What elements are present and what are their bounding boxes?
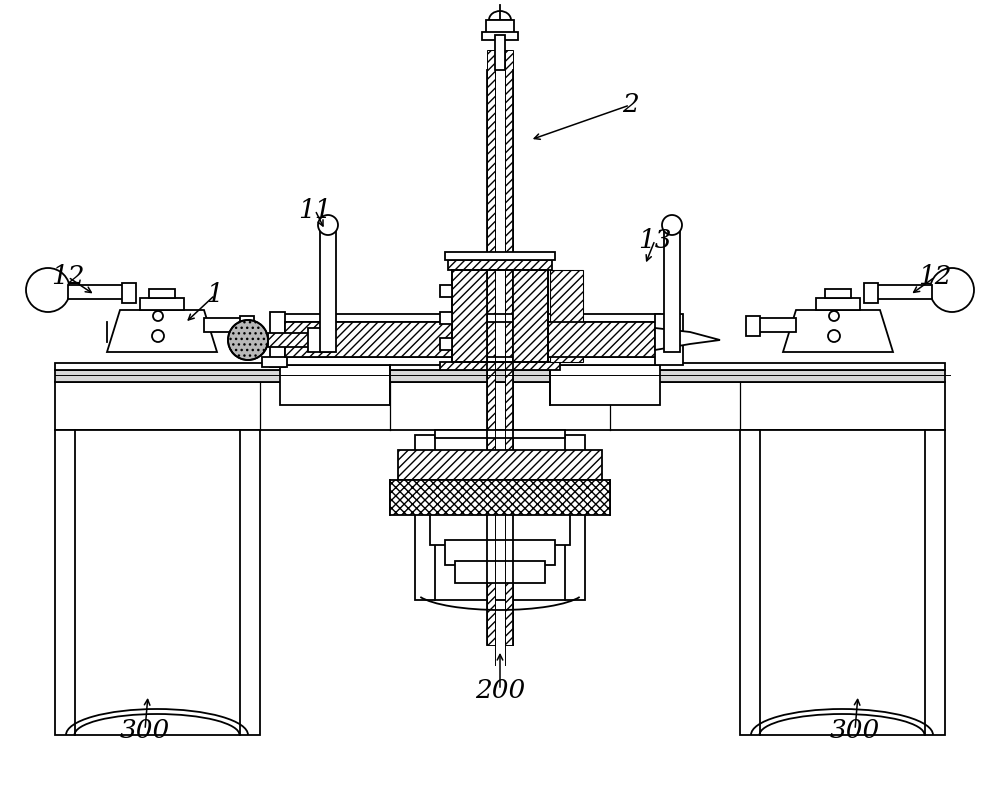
Bar [864, 283, 878, 303]
Bar [440, 362, 560, 370]
Bar [280, 314, 660, 322]
Bar [550, 365, 660, 405]
Text: 12: 12 [918, 265, 952, 290]
Circle shape [829, 311, 839, 321]
Polygon shape [783, 310, 893, 352]
Text: 2: 2 [622, 93, 638, 118]
Bar [280, 365, 390, 405]
Bar [440, 285, 452, 297]
Bar [495, 35, 505, 70]
Bar [505, 50, 513, 645]
Text: 200: 200 [475, 677, 525, 703]
Bar [740, 430, 945, 735]
Bar [285, 322, 452, 357]
Bar [816, 298, 860, 310]
Bar [550, 270, 583, 362]
Bar [455, 561, 545, 583]
Text: 300: 300 [120, 717, 170, 743]
Bar [435, 430, 565, 438]
Bar [756, 318, 796, 332]
Bar [452, 270, 548, 362]
Bar [268, 333, 310, 347]
Bar [280, 357, 660, 365]
Bar [746, 316, 760, 336]
Circle shape [930, 268, 974, 312]
Bar [430, 513, 570, 545]
Bar [308, 328, 328, 352]
Bar [262, 357, 287, 367]
Bar [440, 312, 452, 324]
Circle shape [228, 320, 268, 360]
Bar [68, 285, 126, 299]
Bar [270, 312, 285, 367]
Bar [55, 382, 945, 430]
Bar [487, 50, 495, 645]
Polygon shape [655, 328, 720, 350]
Bar [482, 32, 518, 40]
Bar [140, 298, 184, 310]
Bar [664, 227, 680, 352]
Bar [320, 227, 336, 352]
Bar [445, 540, 555, 565]
Circle shape [828, 330, 840, 342]
Bar [445, 252, 555, 260]
Bar [204, 318, 244, 332]
Bar [55, 363, 945, 370]
Text: 11: 11 [298, 198, 332, 222]
Bar [55, 430, 260, 735]
Bar [513, 270, 548, 362]
Bar [452, 270, 487, 362]
Polygon shape [107, 310, 217, 352]
Text: 1: 1 [207, 283, 223, 308]
Bar [55, 370, 945, 382]
Text: 12: 12 [51, 265, 85, 290]
Bar [122, 283, 136, 303]
Text: 13: 13 [638, 228, 672, 253]
Circle shape [152, 330, 164, 342]
Bar [874, 285, 932, 299]
Text: 300: 300 [830, 717, 880, 743]
Bar [548, 322, 660, 357]
Bar [390, 480, 610, 515]
Circle shape [318, 215, 338, 235]
Bar [398, 450, 602, 480]
Bar [486, 20, 514, 35]
Bar [240, 316, 254, 336]
Bar [655, 314, 683, 365]
Bar [415, 435, 585, 600]
Bar [825, 289, 851, 298]
Circle shape [662, 215, 682, 235]
Bar [149, 289, 175, 298]
Circle shape [26, 268, 70, 312]
Bar [440, 338, 452, 350]
Circle shape [153, 311, 163, 321]
Bar [448, 260, 552, 270]
